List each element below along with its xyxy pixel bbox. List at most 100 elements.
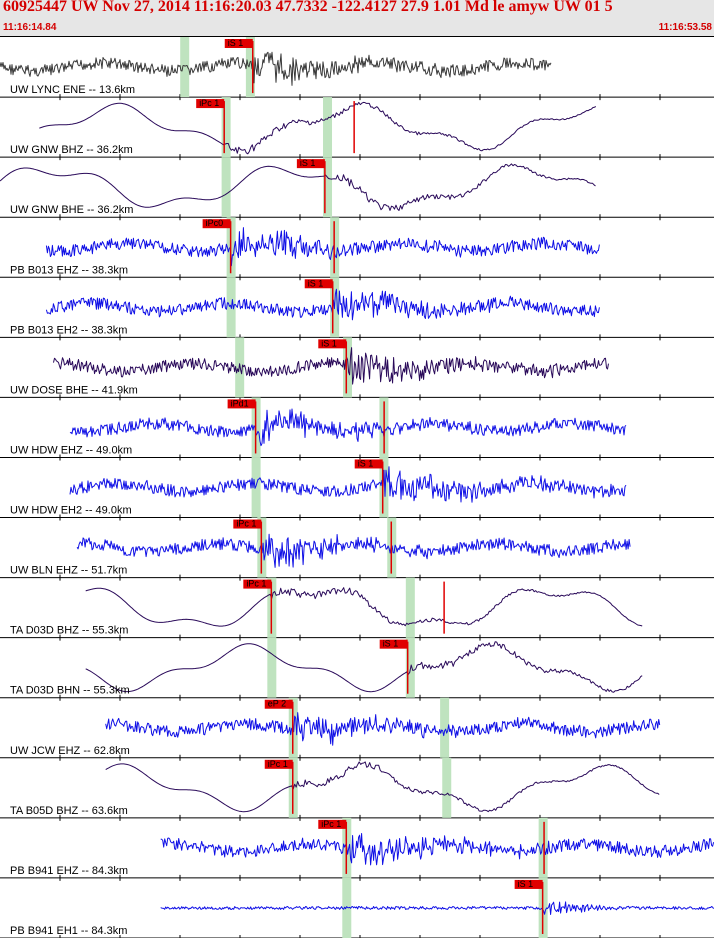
pick-label-text: iS 1 [300, 158, 316, 168]
trace-row[interactable]: eP 2 UW JCW EHZ -- 62.8km [0, 697, 714, 761]
trace-row[interactable]: iS 1 UW DOSE BHE -- 41.9km [0, 337, 714, 401]
pick-label[interactable]: iS 1 [354, 458, 383, 469]
phase-window [251, 457, 261, 518]
trace-row[interactable]: iPc 1 UW BLN EHZ -- 51.7km [0, 517, 714, 581]
pick-label-text: iS 1 [308, 278, 324, 288]
trace-row[interactable]: iS 1 PB B941 EH1 -- 84.3km [0, 877, 714, 938]
trace-row[interactable]: iPd1 UW HDW EHZ -- 49.0km [0, 397, 714, 461]
pick-label[interactable]: iPc 1 [264, 759, 293, 769]
pick-label[interactable]: iS 1 [224, 38, 253, 48]
phase-window [180, 37, 190, 98]
pick-label-box [318, 339, 347, 349]
pick-label-text: iS 1 [321, 338, 337, 348]
phase-window [221, 157, 231, 218]
waveform [160, 833, 714, 866]
station-label: UW LYNC ENE -- 13.6km [10, 84, 135, 96]
pick-label-box [264, 759, 293, 769]
pick-label-box [196, 99, 225, 109]
waveform [105, 712, 661, 746]
pick-label-box [379, 639, 408, 649]
phase-window [442, 757, 452, 818]
pick-label-box [202, 219, 231, 229]
pick-label-box [304, 279, 333, 289]
trace-row[interactable]: iS 1 TA D03D BHN -- 55.3km [0, 637, 714, 701]
waveform [0, 51, 552, 86]
station-label: UW BLN EHZ -- 51.7km [10, 565, 127, 577]
waveform [85, 587, 643, 627]
event-title: 60925447 UW Nov 27, 2014 11:16:20.03 47.… [3, 0, 613, 15]
phase-window [440, 697, 450, 758]
waveform [45, 227, 600, 267]
waveform [39, 101, 597, 155]
trace-row[interactable]: iS 1 UW LYNC ENE -- 13.6km [0, 37, 714, 101]
waveform [105, 761, 660, 813]
waveform [0, 163, 596, 211]
trace-row[interactable]: iPc 1 TA B05D BHZ -- 63.6km [0, 757, 714, 821]
pick-label-text: iS 1 [358, 458, 374, 468]
pick-label-text: iS 1 [383, 639, 399, 649]
trace-row[interactable]: iPc 1 PB B941 EHZ -- 84.3km [0, 817, 714, 881]
pick-label[interactable]: iS 1 [304, 278, 333, 289]
event-header: 60925447 UW Nov 27, 2014 11:16:20.03 47.… [0, 0, 714, 37]
pick-label[interactable]: iPc 1 [233, 519, 262, 529]
waveform [53, 347, 609, 385]
pick-label[interactable]: iPc 1 [196, 98, 225, 109]
trace-row[interactable]: iS 1 UW HDW EH2 -- 49.0km [0, 457, 714, 521]
station-label: UW GNW BHE -- 36.2km [10, 204, 133, 216]
pick-label[interactable]: iS 1 [318, 338, 347, 349]
station-label: PB B013 EHZ -- 38.3km [10, 264, 128, 276]
pick-label-box [227, 399, 256, 409]
trace-row[interactable]: iS 1 PB B013 EH2 -- 38.3km [0, 277, 714, 341]
waveform [76, 533, 631, 568]
waveform [45, 288, 600, 321]
pick-label-box [296, 159, 325, 169]
pick-label[interactable]: iS 1 [296, 158, 325, 169]
pick-label-box [224, 39, 253, 48]
trace-row[interactable]: iPc0 PB B013 EHZ -- 38.3km [0, 217, 714, 281]
pick-label-box [514, 879, 543, 889]
trace-row[interactable]: iS 1 UW GNW BHE -- 36.2km [0, 157, 714, 221]
waveform [69, 408, 627, 447]
pick-label[interactable]: iS 1 [514, 879, 543, 889]
pick-label-text: iPc0 [206, 218, 224, 228]
pick-label[interactable]: eP 2 [264, 699, 293, 709]
phase-window [323, 97, 333, 158]
pick-label[interactable]: iPc0 [202, 218, 231, 229]
trace-row[interactable]: iPc 1 TA D03D BHZ -- 55.3km [0, 577, 714, 641]
pick-label[interactable]: iPc 1 [243, 579, 272, 589]
phase-window [405, 577, 415, 638]
pick-label-text: iS 1 [518, 879, 534, 889]
waveform [160, 901, 714, 915]
phase-window [245, 37, 255, 98]
station-label: PB B941 EHZ -- 84.3km [10, 865, 128, 877]
pick-label[interactable]: iPd1 [227, 398, 256, 409]
phase-window [235, 337, 245, 398]
pick-label-box [264, 699, 293, 709]
pick-label-text: iS 1 [228, 38, 244, 48]
pick-label-text: iPc 1 [199, 98, 219, 108]
phase-window [343, 337, 353, 398]
pick-label[interactable]: iS 1 [379, 639, 408, 649]
pick-label-text: iPc 1 [236, 519, 256, 529]
pick-label-box [243, 579, 272, 589]
phase-window [342, 877, 352, 938]
pick-label-text: iPc 1 [268, 759, 288, 769]
end-time: 11:16:53.58 [658, 22, 712, 33]
station-label: TA B05D BHZ -- 63.6km [10, 805, 128, 817]
pick-label-text: iPd1 [231, 398, 249, 408]
station-label: UW DOSE BHE -- 41.9km [10, 384, 138, 396]
station-label: PB B941 EH1 -- 84.3km [10, 925, 127, 937]
waveform [85, 641, 643, 693]
station-label: UW HDW EH2 -- 49.0km [10, 505, 132, 517]
pick-label[interactable]: iPc 1 [318, 819, 347, 829]
station-label: TA D03D BHZ -- 55.3km [10, 625, 128, 637]
station-label: TA D03D BHN -- 55.3km [10, 685, 130, 697]
pick-label-text: iPc 1 [246, 579, 266, 589]
trace-row[interactable]: iPc 1 UW GNW BHZ -- 36.2km [0, 97, 714, 161]
station-label: PB B013 EH2 -- 38.3km [10, 324, 127, 336]
phase-window [267, 637, 277, 698]
seismogram-panel[interactable]: iS 1 UW LYNC ENE -- 13.6km iPc 1 UW GNW BHZ… [0, 37, 714, 938]
phase-window [221, 97, 231, 158]
phase-window [379, 457, 389, 518]
pick-label-box [318, 819, 347, 829]
